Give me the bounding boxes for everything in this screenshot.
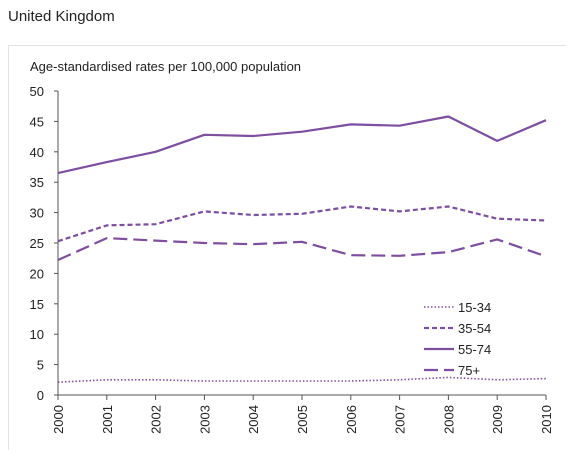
y-tick-label: 20 — [30, 266, 44, 281]
series-line-35-54 — [57, 205, 547, 243]
y-tick-label: 25 — [30, 236, 44, 251]
y-tick-label: 40 — [30, 145, 44, 160]
x-tick-label: 2008 — [441, 405, 456, 434]
x-tick-label: 2003 — [197, 405, 212, 434]
chart-panel — [8, 45, 566, 450]
y-ticks: 0 5 10 15 20 25 30 35 40 45 50 — [30, 84, 58, 403]
x-tick-label: 2007 — [393, 405, 408, 434]
series-lines — [57, 115, 547, 383]
y-tick-label: 35 — [30, 175, 44, 190]
y-tick-label: 5 — [37, 358, 44, 373]
y-tick-label: 50 — [30, 84, 44, 99]
legend-label: 35-54 — [458, 321, 491, 336]
x-ticks: 2000 2001 2002 2003 2004 2005 2006 2007 2008 2009… — [51, 395, 554, 434]
y-tick-label: 45 — [30, 114, 44, 129]
y-tick-label: 10 — [30, 327, 44, 342]
x-tick-label: 2000 — [51, 405, 66, 434]
x-tick-label: 2002 — [149, 405, 164, 434]
x-tick-label: 2006 — [344, 405, 359, 434]
x-tick-label: 2001 — [100, 405, 115, 434]
series-line-75+ — [57, 237, 547, 262]
y-axis-title: Age-standardised rates per 100,000 popul… — [30, 59, 301, 74]
y-tick-label: 15 — [30, 297, 44, 312]
y-tick-label: 30 — [30, 206, 44, 221]
x-tick-label: 2005 — [295, 405, 310, 434]
x-tick-label: 2009 — [490, 405, 505, 434]
legend: 15-34 35-54 55-74 75+ — [424, 300, 491, 378]
x-tick-label: 2010 — [539, 405, 554, 434]
page-title: United Kingdom — [8, 8, 115, 25]
legend-label: 15-34 — [458, 300, 491, 315]
x-tick-label: 2004 — [246, 405, 261, 434]
series-line-15-34 — [57, 376, 547, 383]
series-line-55-74 — [57, 115, 547, 175]
legend-label: 75+ — [458, 363, 480, 378]
y-tick-label: 0 — [37, 388, 44, 403]
legend-label: 55-74 — [458, 342, 491, 357]
